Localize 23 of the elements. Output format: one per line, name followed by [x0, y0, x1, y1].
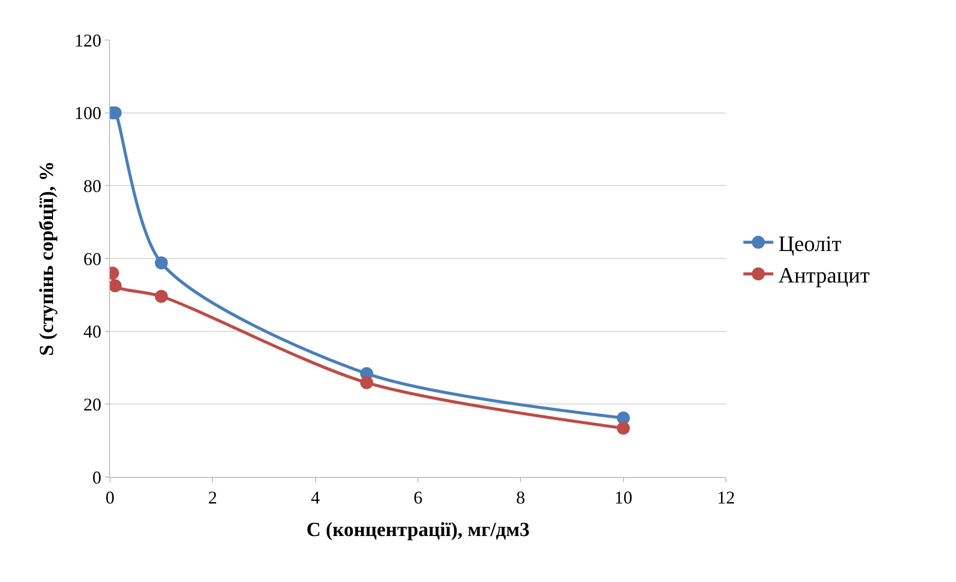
- x-tick-label: 0: [106, 488, 114, 508]
- point: [154, 256, 168, 270]
- x-tick-label: 10: [614, 488, 632, 508]
- legend-label: Цеоліт: [778, 230, 842, 256]
- y-tick-label: 80: [83, 176, 102, 196]
- x-tick-label: 2: [208, 488, 218, 508]
- y-tick-label: 40: [83, 322, 102, 342]
- y-tick-label: 100: [74, 103, 102, 124]
- x-tick-label: 12: [717, 488, 735, 508]
- y-tick-label: 60: [83, 248, 102, 269]
- x-tick-label: 8: [516, 488, 526, 508]
- y-axis-title: S (ступінь сорбції), %: [36, 161, 58, 356]
- x-tick-label: 4: [310, 488, 320, 508]
- point: [360, 376, 374, 390]
- point: [110, 279, 122, 292]
- x-axis-title: C (концентрації), мг/дм3: [306, 519, 530, 542]
- y-tick-label: 0: [92, 467, 102, 488]
- point: [154, 290, 168, 303]
- x-tick-label: 6: [414, 488, 422, 508]
- point: [616, 422, 630, 435]
- y-tick-label: 120: [74, 30, 102, 50]
- y-tick-label: 20: [83, 394, 102, 414]
- legend-label: Антрацит: [778, 262, 870, 288]
